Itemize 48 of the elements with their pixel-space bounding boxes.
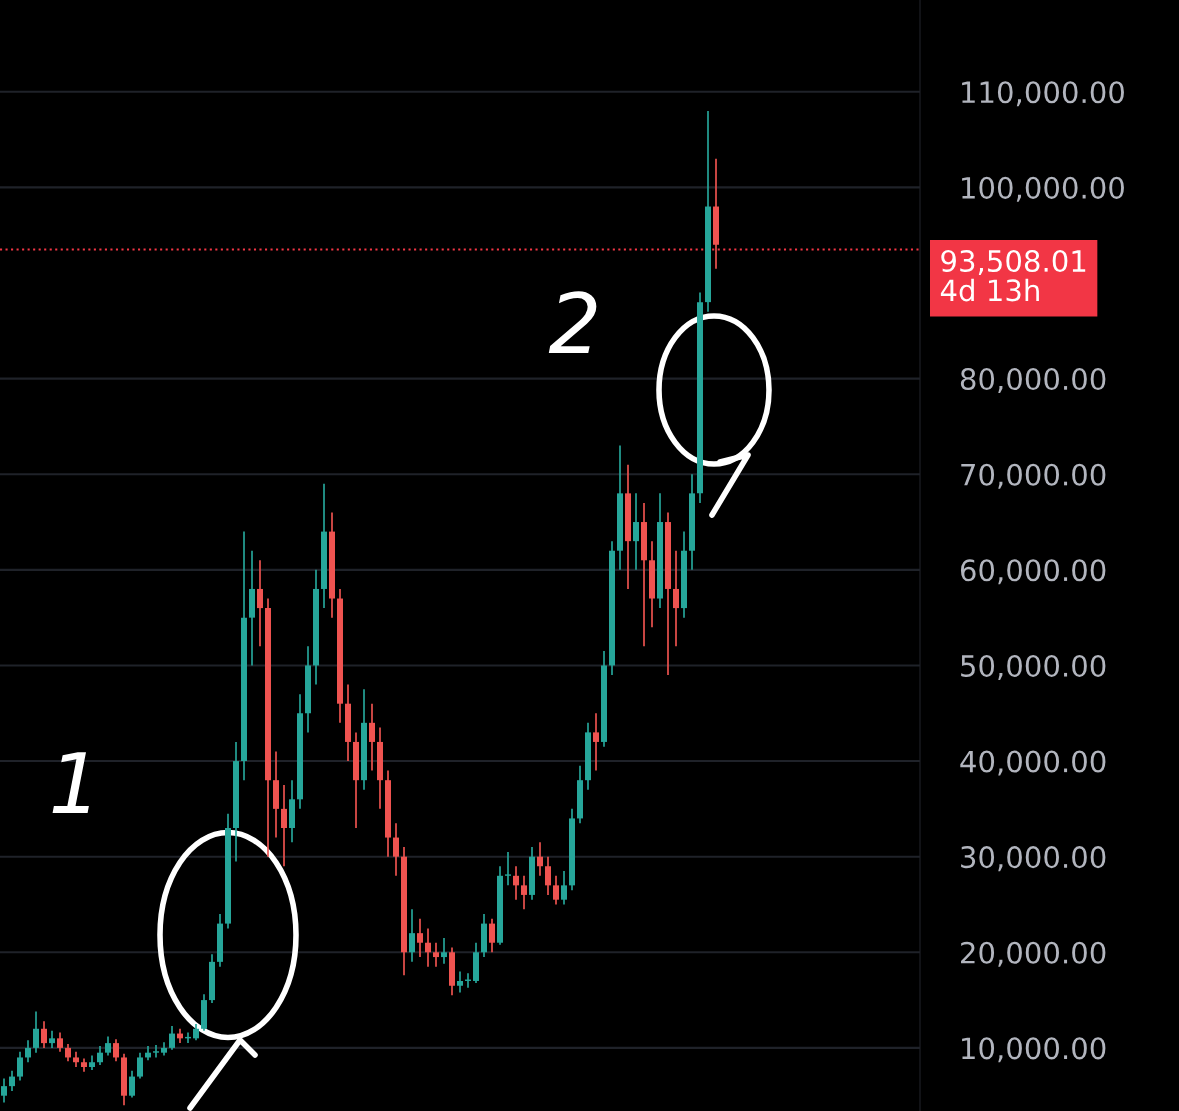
ref-line-label: 93,508.01 4d 13h — [940, 249, 1086, 302]
candlestick — [129, 1070, 135, 1099]
candlestick — [521, 874, 527, 911]
candlestick — [561, 870, 567, 906]
candlestick — [441, 937, 447, 965]
candlestick — [489, 917, 495, 954]
y-tick-label: 110,000.00 — [962, 81, 1124, 107]
candlestick — [25, 1039, 31, 1064]
candlestick — [633, 492, 639, 571]
y-tick-label: 80,000.00 — [960, 368, 1106, 394]
candlestick — [393, 822, 399, 877]
candlestick — [257, 559, 263, 648]
candlestick — [57, 1031, 63, 1053]
candlestick — [369, 702, 375, 772]
candlestick — [41, 1020, 47, 1049]
candlestick — [409, 908, 415, 963]
candlestick — [425, 927, 431, 968]
candlestick — [417, 917, 423, 958]
candlestick — [105, 1035, 111, 1057]
candlestick — [97, 1045, 103, 1066]
y-tick-label: 70,000.00 — [961, 463, 1106, 489]
candlestick — [433, 941, 439, 968]
y-tick-label: 30,000.00 — [961, 846, 1106, 872]
candlestick — [505, 851, 511, 887]
y-tick-label: 20,000.00 — [961, 941, 1106, 967]
y-tick-label: 40,000.00 — [960, 750, 1106, 776]
annotation: 2 — [548, 291, 597, 353]
candlestick — [537, 841, 543, 877]
candlestick — [9, 1070, 15, 1092]
candlestick — [137, 1051, 143, 1080]
candlestick — [169, 1025, 175, 1051]
candlestick — [545, 855, 551, 896]
candlestick — [673, 549, 679, 648]
candlestick — [153, 1044, 159, 1059]
candlestick — [113, 1038, 119, 1063]
y-tick-label: 100,000.00 — [962, 176, 1124, 202]
candlestick — [457, 970, 463, 994]
annotation: 1 — [52, 752, 89, 813]
candlestick — [553, 874, 559, 906]
candlestick — [593, 712, 599, 772]
y-tick-label: 10,000.00 — [962, 1037, 1106, 1063]
y-tick-label: 50,000.00 — [961, 654, 1106, 680]
candlestick — [281, 784, 287, 868]
candlestick — [17, 1050, 23, 1082]
y-tick-label: 60,000.00 — [960, 559, 1106, 585]
candlestick — [1, 1077, 7, 1104]
candlestick — [513, 865, 519, 901]
candlestick — [33, 1010, 39, 1054]
